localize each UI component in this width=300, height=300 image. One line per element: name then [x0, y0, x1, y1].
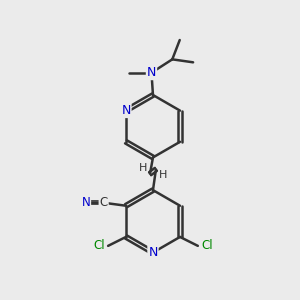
Text: N: N	[81, 196, 90, 209]
Text: H: H	[159, 170, 167, 180]
Text: H: H	[139, 163, 147, 173]
Text: Cl: Cl	[93, 239, 104, 252]
Text: N: N	[147, 66, 156, 79]
Text: N: N	[148, 246, 158, 259]
Text: Cl: Cl	[201, 239, 213, 252]
Text: C: C	[100, 196, 108, 209]
Text: N: N	[121, 104, 130, 117]
